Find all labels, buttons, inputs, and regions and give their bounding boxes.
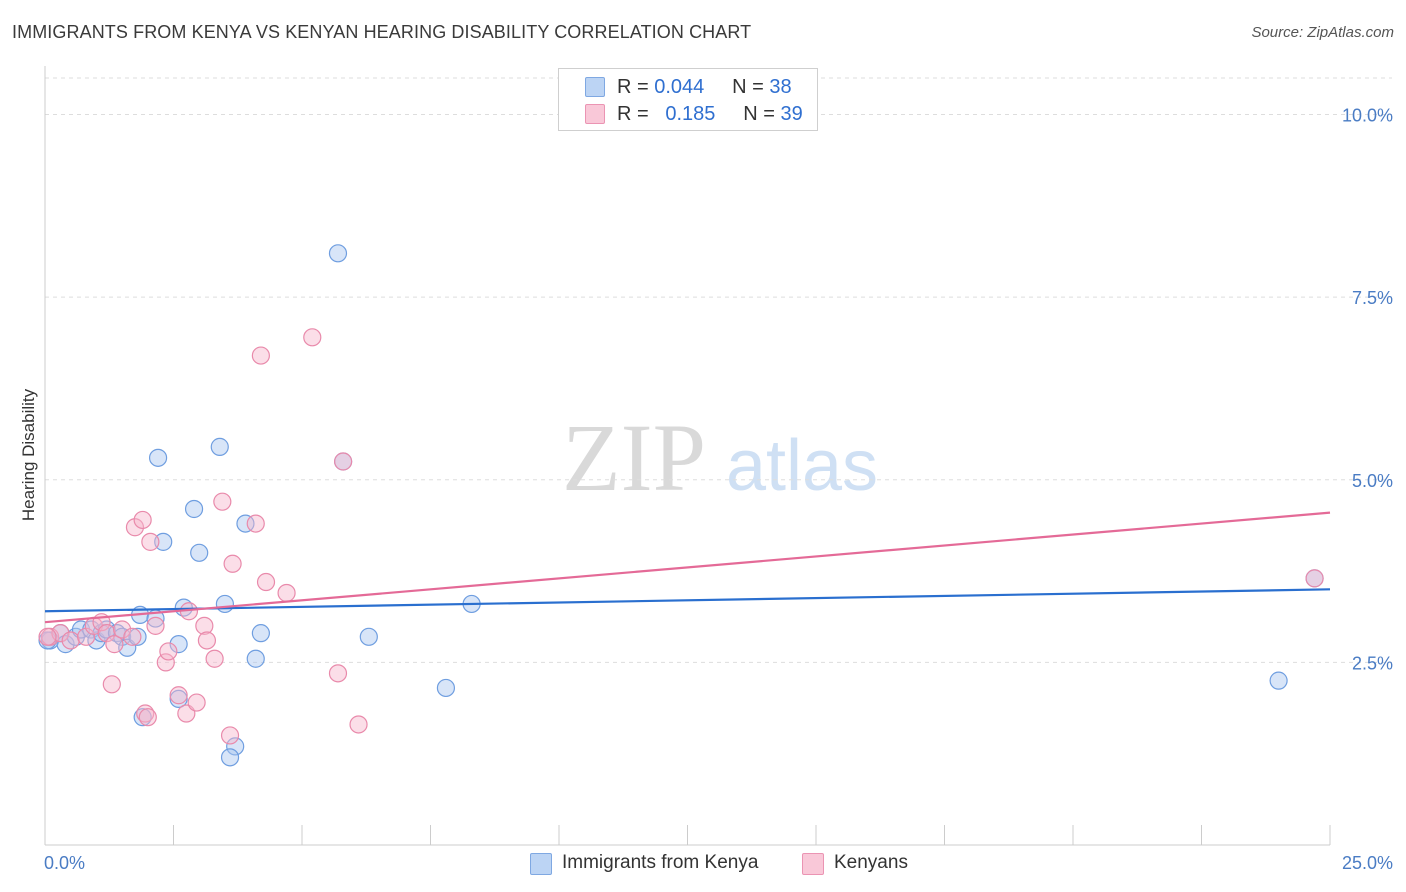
kenya-immigrant-point-20 <box>190 543 209 562</box>
y-tick-label: 2.5% <box>1352 653 1393 673</box>
kenyan-point-24 <box>213 492 232 511</box>
legend-r-label: R = <box>617 103 649 125</box>
legend-n-value: 39 <box>780 103 803 125</box>
kenya-immigrant-point-12 <box>128 627 147 646</box>
kenya-immigrant-point-21 <box>210 437 229 456</box>
kenya-immigrant-point-29 <box>436 678 456 698</box>
kenya-immigrant-point-28 <box>359 627 378 646</box>
bottom-legend-swatch-pink <box>802 853 824 875</box>
kenyan-point-9 <box>112 620 132 639</box>
trend-lines <box>44 511 1331 624</box>
x-tick-label-min: 0.0% <box>44 853 85 873</box>
kenyan-point-16 <box>159 642 178 661</box>
kenya-immigrant-point-32 <box>226 737 245 756</box>
legend-text: R = 0.044 N = 38 <box>617 76 792 99</box>
chart-title: IMMIGRANTS FROM KENYA VS KENYAN HEARING … <box>12 22 752 42</box>
kenya-immigrant-point-26 <box>328 244 348 263</box>
stats-legend: R = 0.044 N = 38 R = 0.185 N = 39 <box>558 68 818 131</box>
kenya-immigrant-point-23 <box>236 514 255 533</box>
kenya-immigrant-point-22 <box>215 594 234 614</box>
kenyan-point-25 <box>220 726 240 745</box>
kenya-immigrant-point-25 <box>246 649 265 668</box>
legend-n-label: N = <box>732 76 764 98</box>
kenyan-point-7 <box>102 675 121 694</box>
kenyan-point-31 <box>303 328 322 347</box>
legend-swatch-pink <box>585 104 605 124</box>
kenyan-point-34 <box>349 715 368 734</box>
kenyan-point-13 <box>141 532 160 551</box>
legend-r-label: R = <box>617 76 649 98</box>
bottom-legend-swatch-blue <box>530 853 552 875</box>
axes <box>44 66 1331 846</box>
kenyan-point-27 <box>246 514 265 533</box>
kenyan-point-2 <box>61 631 80 650</box>
kenya-immigrant-point-17 <box>169 635 188 654</box>
kenya-immigrant-point-14 <box>148 448 168 467</box>
kenyan-point-23 <box>205 649 224 668</box>
bottom-legend-label: Kenyans <box>834 852 908 873</box>
kenyan-point-32 <box>328 664 348 683</box>
kenyan-point-26 <box>223 554 242 573</box>
grid-lines <box>45 77 1392 663</box>
kenyan-point-8 <box>105 635 124 654</box>
kenyan-point-37 <box>138 708 157 727</box>
watermark-zip: ZIP <box>562 404 706 511</box>
legend-swatch-blue <box>585 77 605 97</box>
kenyan-point-15 <box>156 653 175 672</box>
legend-n-label: N = <box>743 103 775 125</box>
kenyan-point-22 <box>197 631 217 650</box>
kenyan-point-33 <box>334 452 353 471</box>
kenyan-point-29 <box>256 572 276 592</box>
kenyan-point-21 <box>195 616 214 635</box>
x-tick-label-max: 25.0% <box>1342 853 1393 873</box>
kenyan-trend-line <box>44 511 1331 624</box>
kenyan-point-11 <box>125 518 145 537</box>
data-points <box>38 244 1324 767</box>
kenya-immigrant-trend-line <box>44 588 1331 613</box>
kenya-immigrant-point-15 <box>154 532 173 551</box>
kenyan-point-17 <box>169 686 188 705</box>
kenyan-point-20 <box>187 693 206 712</box>
legend-r-value: 0.185 <box>665 103 716 125</box>
legend-n-value: 38 <box>769 76 792 98</box>
x-tick-labels: 0.0% 25.0% <box>44 853 1393 873</box>
kenyan-point-14 <box>146 616 165 635</box>
kenyan-point-28 <box>251 346 270 365</box>
kenya-immigrant-point-19 <box>184 499 204 519</box>
watermark: ZIP atlas <box>562 404 878 511</box>
kenya-immigrant-point-35 <box>1269 671 1288 690</box>
kenyan-point-38 <box>38 627 57 646</box>
kenya-immigrant-point-10 <box>112 627 132 646</box>
y-tick-label: 10.0% <box>1342 106 1393 126</box>
kenyan-point-35 <box>1305 569 1324 588</box>
kenyan-point-12 <box>133 510 152 530</box>
kenya-immigrant-point-33 <box>220 748 240 767</box>
y-tick-label: 7.5% <box>1352 288 1393 308</box>
kenya-immigrant-point-24 <box>251 624 270 643</box>
watermark-atlas: atlas <box>726 426 878 506</box>
legend-r-value: 0.044 <box>654 76 705 98</box>
chart-source: Source: ZipAtlas.com <box>1251 24 1394 41</box>
legend-text: R = 0.185 N = 39 <box>617 103 803 126</box>
y-axis-label: Hearing Disability <box>19 388 38 521</box>
y-tick-label: 5.0% <box>1352 471 1393 491</box>
y-tick-labels: 2.5% 5.0% 7.5% 10.0% <box>1342 106 1393 674</box>
kenyan-point-30 <box>277 583 296 603</box>
kenyan-point-10 <box>123 627 142 646</box>
bottom-legend-label: Immigrants from Kenya <box>562 852 759 873</box>
